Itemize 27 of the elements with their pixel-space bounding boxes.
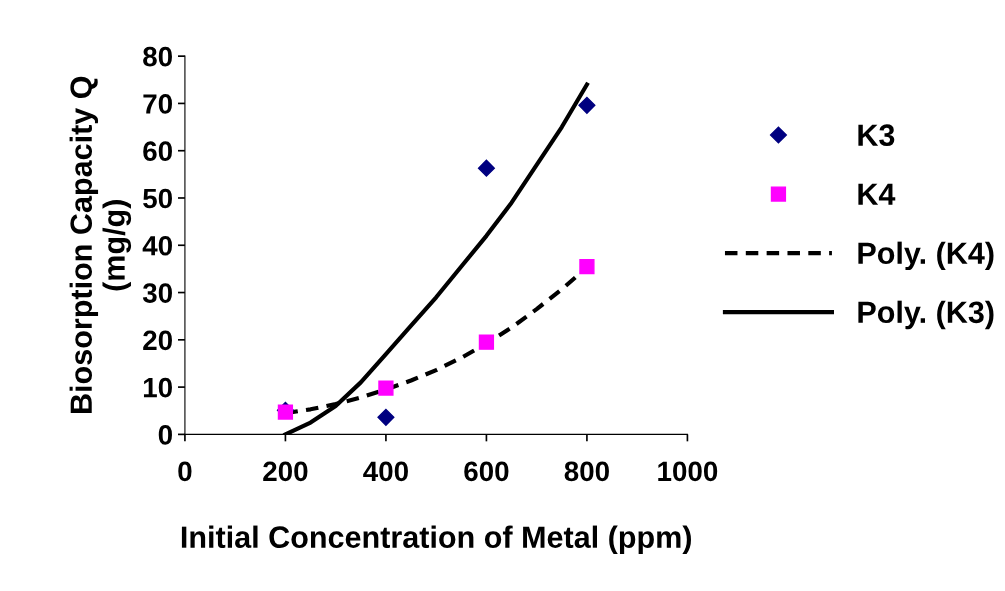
- y-tick-label: 50: [143, 188, 172, 209]
- point: [478, 334, 495, 350]
- x-tick-label: 0: [178, 461, 192, 482]
- x-tick-label: 200: [263, 461, 308, 482]
- x-tick-label: 400: [363, 461, 408, 482]
- point: [477, 159, 495, 177]
- legend-label: Poly. (K3): [858, 300, 994, 330]
- y-tick-label: 20: [143, 330, 172, 351]
- x-tick-label: 800: [564, 461, 609, 482]
- y-tick-label: 60: [143, 141, 172, 162]
- point: [578, 96, 596, 114]
- legend-label: K3: [858, 124, 895, 147]
- y-tick-label: 40: [142, 235, 172, 256]
- point: [377, 408, 395, 426]
- legend-label: Poly. (K4): [858, 241, 994, 271]
- y-axis-title: Biosorption Capacity Q (mg/g): [69, 76, 132, 413]
- y-tick-label: 10: [143, 377, 172, 398]
- y-tick-label: 30: [142, 283, 172, 303]
- x-axis-title: Initial Concentration of Metal (ppm): [181, 525, 691, 555]
- y-tick-label: 80: [143, 46, 172, 67]
- legend-label: K4: [858, 183, 896, 205]
- point: [378, 380, 394, 396]
- point: [579, 258, 595, 275]
- x-tick-label: 600: [464, 461, 509, 482]
- y-tick-label: 0: [158, 425, 172, 445]
- y-tick-label: 70: [143, 94, 172, 114]
- x-tick-label: 1000: [658, 461, 718, 482]
